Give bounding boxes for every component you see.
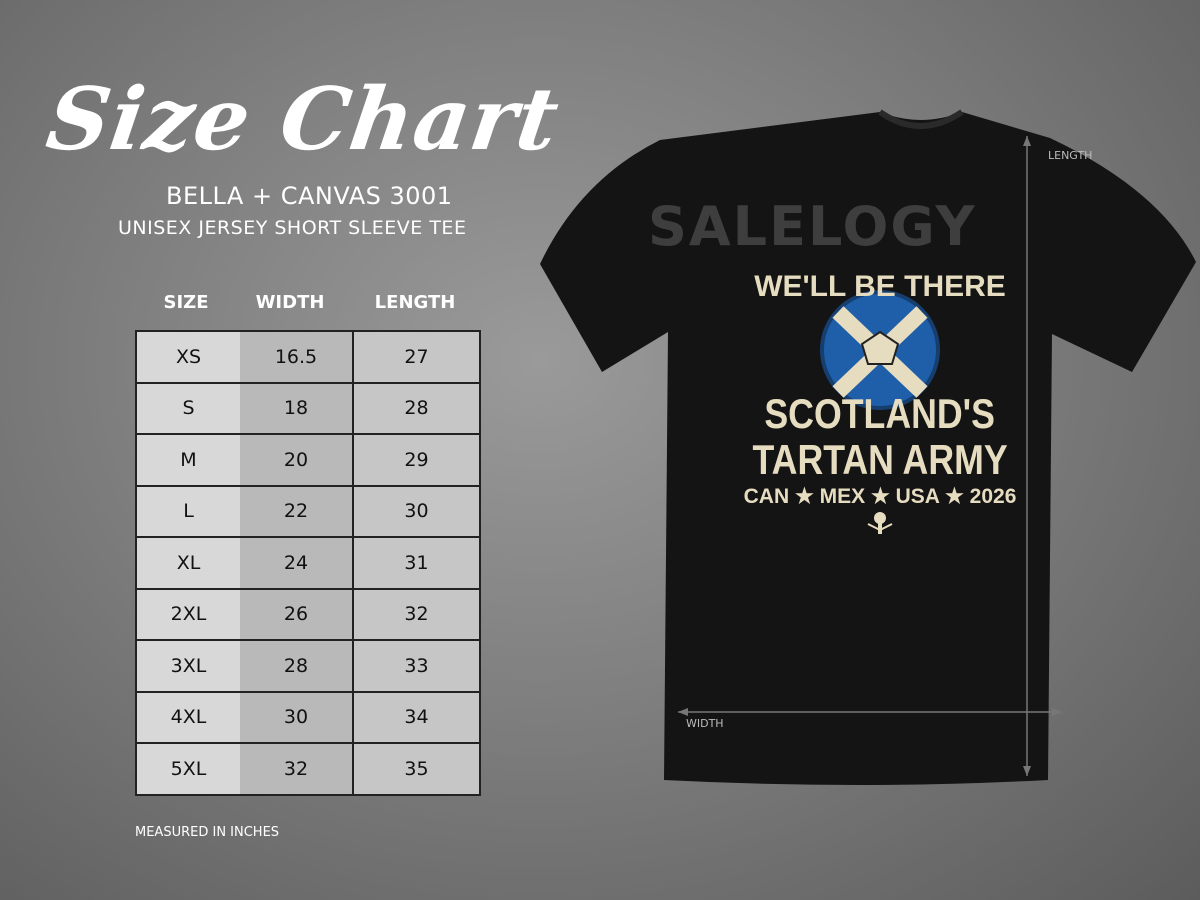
width-cell: 28	[240, 639, 354, 693]
table-row: 5XL 32 35	[135, 742, 481, 796]
table-row: M 20 29	[135, 433, 481, 487]
soccer-ball-flag-icon	[820, 290, 940, 410]
length-label: LENGTH	[1048, 149, 1093, 162]
table-row: XS 16.5 27	[135, 330, 481, 384]
design-line-2-wrap: SCOTLAND'S	[700, 392, 1060, 436]
length-cell: 30	[352, 484, 481, 538]
width-cell: 20	[240, 433, 354, 487]
design-line-3: TARTAN ARMY	[752, 436, 1008, 483]
size-cell: L	[135, 484, 240, 538]
design-line-3-wrap: TARTAN ARMY	[700, 438, 1060, 482]
width-cell: 30	[240, 690, 354, 744]
design-line-1: WE'LL BE THERE	[754, 270, 1006, 303]
width-cell: 24	[240, 536, 354, 590]
header-width: WIDTH	[255, 292, 325, 313]
length-cell: 28	[352, 381, 481, 435]
width-cell: 26	[240, 587, 354, 641]
size-cell: M	[135, 433, 240, 487]
table-row: 3XL 28 33	[135, 639, 481, 693]
units-note: MEASURED IN INCHES	[135, 825, 280, 840]
thistle-icon	[867, 512, 893, 534]
table-row: XL 24 31	[135, 536, 481, 590]
size-cell: XL	[135, 536, 240, 590]
product-description: UNISEX JERSEY SHORT SLEEVE TEE	[118, 217, 467, 239]
length-cell: 33	[352, 639, 481, 693]
table-row: L 22 30	[135, 484, 481, 538]
length-cell: 29	[352, 433, 481, 487]
header-length: LENGTH	[374, 292, 456, 313]
tshirt-body	[540, 112, 1196, 785]
width-cell: 32	[240, 742, 354, 796]
header-size: SIZE	[163, 292, 209, 313]
length-cell: 31	[352, 536, 481, 590]
table-row: S 18 28	[135, 381, 481, 435]
design-line-2: SCOTLAND'S	[764, 390, 996, 437]
width-cell: 22	[240, 484, 354, 538]
size-cell: S	[135, 381, 240, 435]
watermark: SALELOGY	[648, 195, 977, 258]
length-cell: 32	[352, 587, 481, 641]
width-cell: 16.5	[240, 330, 354, 384]
length-cell: 27	[352, 330, 481, 384]
brand-model: BELLA + CANVAS 3001	[166, 182, 453, 210]
size-table: XS 16.5 27 S 18 28 M 20 29 L 22 30 XL 24 31 2XL 26 32 3XL 2…	[135, 330, 481, 796]
width-label: WIDTH	[686, 717, 724, 730]
size-cell: 4XL	[135, 690, 240, 744]
size-cell: 5XL	[135, 742, 240, 796]
length-cell: 34	[352, 690, 481, 744]
table-row: 2XL 26 32	[135, 587, 481, 641]
size-cell: 3XL	[135, 639, 240, 693]
collar	[878, 109, 964, 129]
design-line-4: CAN ★ MEX ★ USA ★ 2026	[743, 485, 1017, 508]
size-cell: 2XL	[135, 587, 240, 641]
width-cell: 18	[240, 381, 354, 435]
size-cell: XS	[135, 330, 240, 384]
length-cell: 35	[352, 742, 481, 796]
table-row: 4XL 30 34	[135, 690, 481, 744]
